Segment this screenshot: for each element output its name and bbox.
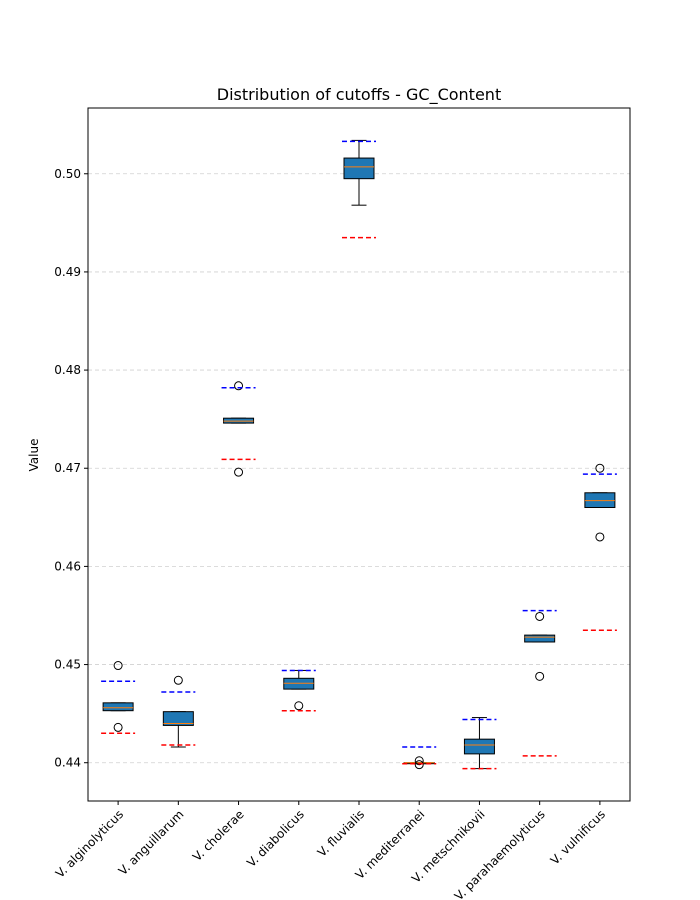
- outlier: [113, 661, 123, 671]
- y-tick-label: 0.44: [54, 756, 81, 770]
- y-axis-label: Value: [27, 439, 41, 472]
- outlier: [414, 760, 424, 770]
- outlier: [595, 463, 605, 473]
- y-tick-label: 0.46: [54, 559, 81, 573]
- box: [463, 738, 495, 755]
- box: [524, 634, 556, 643]
- outlier: [414, 756, 424, 766]
- outlier: [535, 611, 545, 621]
- y-tick-label: 0.50: [54, 167, 81, 181]
- plot-frame: [87, 107, 631, 802]
- outlier: [294, 701, 304, 711]
- y-tick-label: 0.48: [54, 363, 81, 377]
- outlier: [173, 675, 183, 685]
- y-tick-label: 0.49: [54, 265, 81, 279]
- chart-title: Distribution of cutoffs - GC_Content: [217, 85, 501, 105]
- outlier: [113, 722, 123, 732]
- outlier: [234, 467, 244, 477]
- outlier: [234, 381, 244, 391]
- box: [162, 711, 194, 726]
- box: [102, 702, 134, 712]
- y-tick-label: 0.45: [54, 658, 81, 672]
- outlier: [535, 671, 545, 681]
- box: [343, 157, 375, 180]
- y-tick-label: 0.47: [54, 461, 81, 475]
- outlier: [595, 532, 605, 542]
